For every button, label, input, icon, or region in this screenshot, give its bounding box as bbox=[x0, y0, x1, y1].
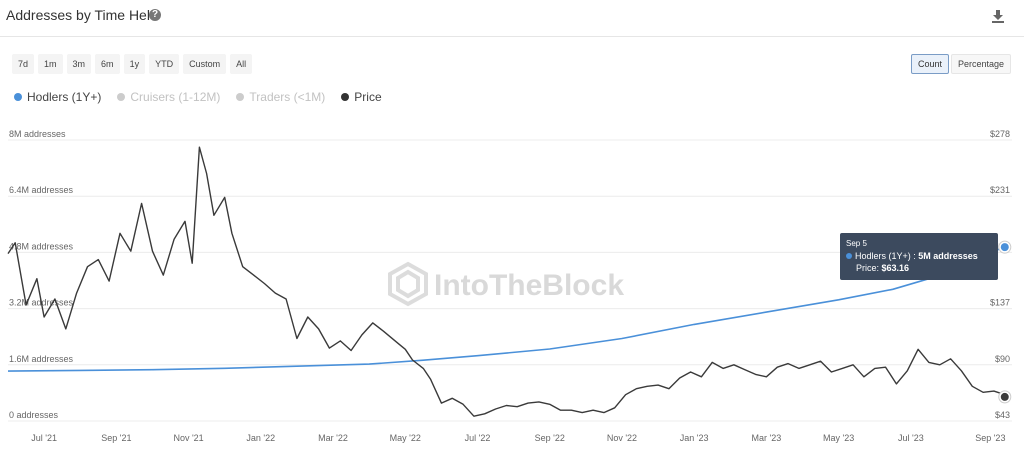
tooltip-date: Sep 5 bbox=[846, 239, 867, 248]
x-tick-label: Nov '22 bbox=[607, 433, 637, 443]
x-tick-label: May '22 bbox=[390, 433, 421, 443]
x-tick-label: Jan '23 bbox=[680, 433, 709, 443]
x-tick-label: May '23 bbox=[823, 433, 854, 443]
watermark-logo-icon bbox=[388, 261, 428, 307]
x-tick-label: Sep '23 bbox=[975, 433, 1005, 443]
y-left-tick-label: 4.8M addresses bbox=[9, 241, 74, 251]
legend-item[interactable]: Traders (<1M) bbox=[236, 90, 325, 104]
y-left-tick-label: 1.6M addresses bbox=[9, 354, 74, 364]
range-button-ytd[interactable]: YTD bbox=[149, 54, 180, 74]
legend-label: Cruisers (1-12M) bbox=[130, 90, 221, 104]
chart-tooltip: Sep 5 Hodlers (1Y+) : 5M addresses Price… bbox=[840, 233, 998, 280]
y-right-tick-label: $278 bbox=[990, 129, 1010, 139]
x-tick-label: Jul '23 bbox=[898, 433, 924, 443]
range-button-all[interactable]: All bbox=[230, 54, 253, 74]
x-tick-label: Mar '23 bbox=[752, 433, 782, 443]
hover-marker bbox=[1000, 392, 1009, 401]
tooltip-series-dot bbox=[846, 253, 852, 259]
legend-dot bbox=[236, 93, 245, 101]
page-title: Addresses by Time Held bbox=[6, 7, 158, 23]
tooltip-series-line: Hodlers (1Y+) : 5M addresses bbox=[846, 251, 978, 261]
y-right-tick-label: $137 bbox=[990, 298, 1010, 308]
legend-label: Price bbox=[354, 90, 382, 104]
legend-dot bbox=[341, 93, 350, 101]
y-right-tick-label: $90 bbox=[995, 354, 1010, 364]
header: Addresses by Time Held ? bbox=[0, 0, 1024, 37]
legend: Hodlers (1Y+) Cruisers (1-12M) Traders (<1… bbox=[14, 90, 382, 104]
tooltip-price-line: Price: $63.16 bbox=[856, 263, 909, 273]
series-line-price bbox=[7, 146, 1006, 417]
y-right-tick-label: $43 bbox=[995, 410, 1010, 420]
legend-label: Hodlers (1Y+) bbox=[27, 90, 102, 104]
range-button-1m[interactable]: 1m bbox=[38, 54, 63, 74]
x-tick-label: Jul '21 bbox=[31, 433, 57, 443]
legend-item[interactable]: Price bbox=[341, 90, 382, 104]
series-line-hodlers-1y bbox=[7, 246, 1006, 372]
mode-button-count[interactable]: Count bbox=[911, 54, 950, 74]
tooltip-price-value: $63.16 bbox=[881, 263, 910, 273]
hover-marker bbox=[1000, 243, 1009, 252]
y-left-tick-label: 6.4M addresses bbox=[9, 185, 74, 195]
y-left-tick-label: 8M addresses bbox=[9, 129, 66, 139]
legend-item[interactable]: Hodlers (1Y+) bbox=[14, 90, 101, 104]
x-tick-label: Jan '22 bbox=[246, 433, 275, 443]
legend-item[interactable]: Cruisers (1-12M) bbox=[117, 90, 220, 104]
range-button-7d[interactable]: 7d bbox=[12, 54, 35, 74]
legend-dot bbox=[117, 93, 126, 101]
x-tick-label: Jul '22 bbox=[465, 433, 491, 443]
range-button-1y[interactable]: 1y bbox=[123, 54, 146, 74]
y-right-tick-label: $231 bbox=[990, 185, 1010, 195]
time-range-buttons: 7d 1m 3m 6m 1y YTD Custom All bbox=[12, 54, 253, 74]
y-left-tick-label: 0 addresses bbox=[9, 410, 59, 420]
x-tick-label: Sep '22 bbox=[535, 433, 565, 443]
x-tick-label: Sep '21 bbox=[101, 433, 131, 443]
mode-button-percentage[interactable]: Percentage bbox=[951, 54, 1012, 74]
x-tick-label: Mar '22 bbox=[318, 433, 348, 443]
range-button-3m[interactable]: 3m bbox=[66, 54, 92, 74]
range-button-custom[interactable]: Custom bbox=[183, 54, 227, 74]
tooltip-price-label: Price: bbox=[856, 263, 882, 273]
legend-label: Traders (<1M) bbox=[249, 90, 326, 104]
x-tick-label: Nov '21 bbox=[173, 433, 203, 443]
watermark-text: IntoTheBlock bbox=[434, 269, 624, 302]
download-icon[interactable] bbox=[990, 8, 1006, 24]
legend-dot bbox=[14, 93, 22, 101]
tooltip-series-value: 5M addresses bbox=[918, 251, 978, 261]
question-circle-icon[interactable]: ? bbox=[149, 9, 161, 21]
mode-toggle: Count Percentage bbox=[911, 54, 1012, 74]
range-button-6m[interactable]: 6m bbox=[95, 54, 120, 74]
tooltip-series-name: Hodlers (1Y+) : bbox=[855, 251, 919, 261]
watermark: IntoTheBlock bbox=[388, 261, 624, 307]
